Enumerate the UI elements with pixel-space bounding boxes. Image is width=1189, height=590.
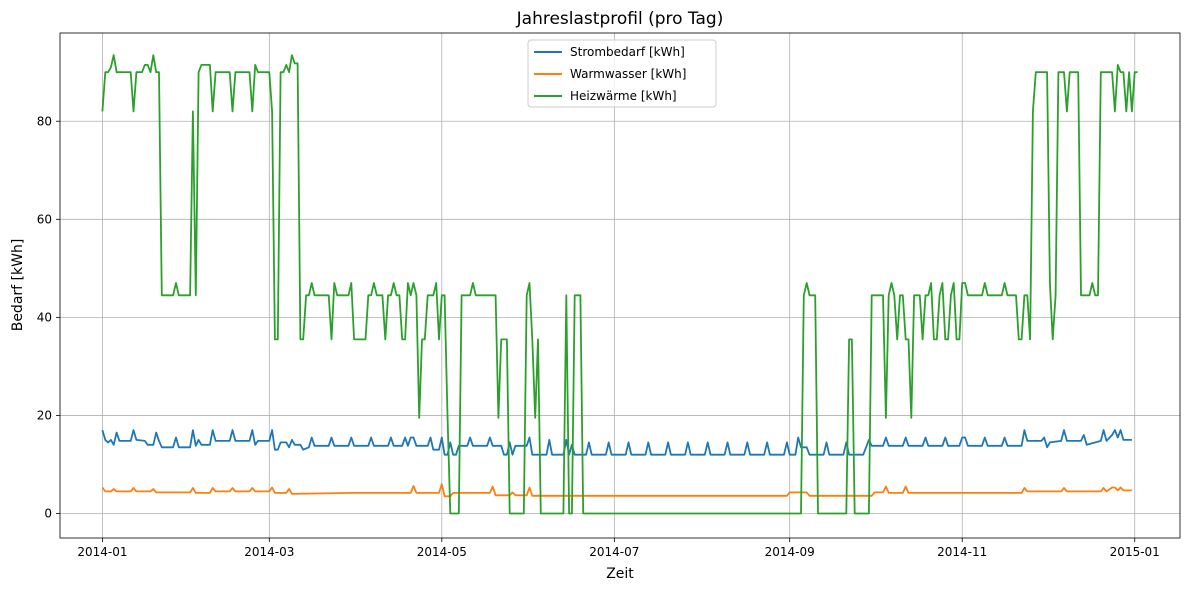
- x-tick-label: 2014-05: [417, 545, 467, 559]
- y-tick-label: 20: [37, 408, 52, 422]
- x-tick-label: 2015-01: [1110, 545, 1160, 559]
- x-tick-label: 2014-11: [937, 545, 987, 559]
- x-tick-label: 2014-01: [77, 545, 127, 559]
- x-axis: 2014-01 2014-03 2014-05 2014-07 2014-09 2014-…: [77, 538, 1160, 559]
- legend-label-heizwaerme: Heizwärme [kWh]: [570, 89, 677, 103]
- legend-label-strombedarf: Strombedarf [kWh]: [570, 45, 685, 59]
- grid: [60, 33, 1180, 538]
- series-line-heizwaerme: [101, 54, 1138, 515]
- x-tick-label: 2014-09: [765, 545, 815, 559]
- y-axis-label: Bedarf [kWh]: [10, 239, 26, 332]
- x-tick-label: 2014-07: [589, 545, 639, 559]
- y-tick-label: 0: [44, 506, 52, 520]
- x-tick-label: 2014-03: [244, 545, 294, 559]
- y-tick-label: 40: [37, 310, 52, 324]
- y-tick-label: 80: [37, 114, 52, 128]
- legend: Strombedarf [kWh] Warmwasser [kWh] Heizw…: [527, 39, 717, 108]
- x-axis-label: Zeit: [606, 566, 634, 582]
- plot-frame: [59, 32, 1181, 539]
- series-lines: [101, 54, 1138, 515]
- y-tick-label: 60: [37, 212, 52, 226]
- chart-title: Jahreslastprofil (pro Tag): [516, 9, 724, 29]
- series-line-warmwasser: [101, 483, 1132, 498]
- y-axis: 0 20 40 60 80: [37, 114, 60, 520]
- legend-label-warmwasser: Warmwasser [kWh]: [570, 67, 686, 81]
- legend-box: [527, 39, 717, 108]
